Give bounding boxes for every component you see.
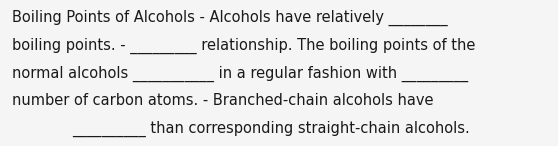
Text: boiling points. - _________ relationship. The boiling points of the: boiling points. - _________ relationship… — [12, 38, 475, 54]
Text: __________ than corresponding straight-chain alcohols.: __________ than corresponding straight-c… — [73, 121, 470, 137]
Text: number of carbon atoms. - Branched-chain alcohols have: number of carbon atoms. - Branched-chain… — [12, 93, 434, 108]
Text: normal alcohols ___________ in a regular fashion with _________: normal alcohols ___________ in a regular… — [12, 66, 468, 82]
Text: Boiling Points of Alcohols - Alcohols have relatively ________: Boiling Points of Alcohols - Alcohols ha… — [12, 10, 448, 26]
